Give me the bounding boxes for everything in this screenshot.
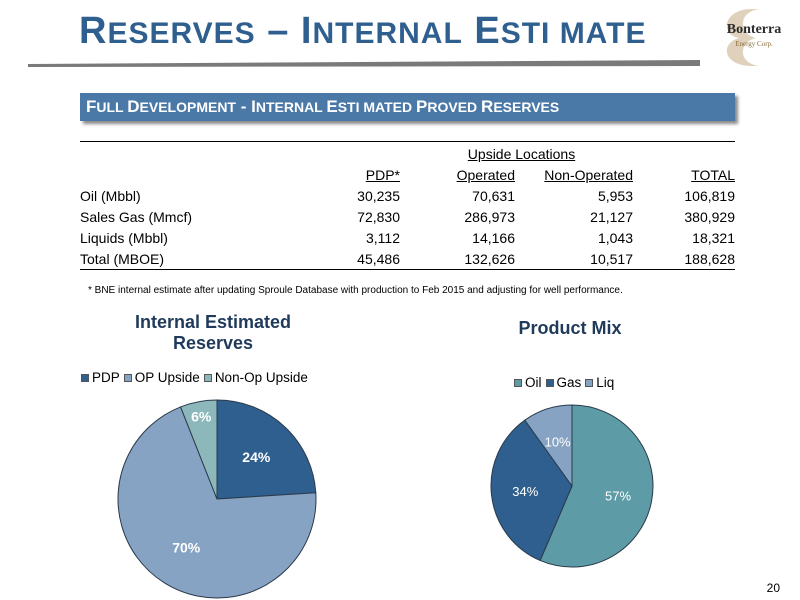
column-header-non-operated: Non-Operated	[544, 167, 633, 183]
legend-product-mix: Oil Gas Liq	[514, 375, 618, 390]
title-text-part: – I	[255, 10, 313, 52]
pie-slice-pdp	[216, 399, 317, 500]
legend-reserves: PDP OP Upside Non-Op Upside	[81, 370, 312, 385]
title-underline	[28, 60, 700, 67]
legend-swatch	[514, 378, 522, 387]
chart-title-product-mix: Product Mix	[518, 318, 622, 338]
banner-text-part: P	[416, 97, 428, 116]
legend-swatch	[81, 373, 89, 382]
pie-chart-product-mix: 57% 34% 10%	[490, 404, 654, 568]
column-header-operated: Operated	[456, 167, 515, 183]
pie-slice-non-op-upside	[179, 399, 218, 500]
chart-title-reserves: Internal Estimated Reserves	[134, 312, 292, 353]
banner-text-part: ESERVES	[493, 99, 560, 115]
banner-text-part: F	[86, 97, 97, 116]
title-text-part: E	[462, 10, 501, 52]
pie-slice-op-upside	[117, 406, 317, 599]
pie-label: 10%	[545, 434, 571, 449]
legend-item: Oil	[514, 375, 542, 390]
legend-item: Gas	[545, 375, 582, 390]
banner-text-part: EVELOPMENT	[139, 99, 236, 115]
reserves-table: Upside Locations PDP* Operated Non-Opera…	[80, 141, 735, 270]
section-banner: FULL DEVELOPMENT - INTERNAL ESTI MATED P…	[80, 93, 735, 121]
title-text-part: ESERVES	[107, 17, 256, 50]
legend-label: Oil	[525, 375, 542, 390]
table-row: Liquids (Mbbl) 3,112 14,166 1,043 18,321	[80, 230, 735, 246]
company-logo: Bonterra Energy Corp.	[727, 9, 781, 66]
legend-label: OP Upside	[134, 370, 200, 385]
table-header-row: PDP* Operated Non-Operated TOTAL	[80, 165, 735, 186]
banner-text-part: ULL	[96, 99, 128, 115]
upside-locations-header: Upside Locations	[467, 146, 576, 162]
pie-slice-gas	[490, 419, 573, 562]
column-header-total: TOTAL	[691, 167, 735, 183]
pie-label: 57%	[605, 488, 631, 503]
slide-title: RESERVES – INTERNAL ESTI MATE	[79, 10, 646, 60]
banner-text-part: STI MATED	[337, 99, 417, 115]
legend-label: PDP	[92, 370, 120, 385]
table-row-total: Total (MBOE) 45,486 132,626 10,517 188,628	[80, 248, 735, 270]
page-number: 20	[766, 581, 780, 595]
banner-text-part: NTERNAL	[255, 99, 327, 115]
banner-text-part: D	[127, 97, 140, 116]
title-text-part: STI MATE	[500, 17, 647, 50]
table-row: Oil (Mbbl) 30,235 70,631 5,953 106,819	[80, 188, 735, 204]
legend-swatch	[545, 378, 554, 387]
legend-item: Liq	[585, 375, 614, 390]
legend-label: Non-Op Upside	[214, 370, 308, 385]
pie-label: 70%	[172, 539, 201, 555]
legend-item: OP Upside	[123, 370, 200, 385]
legend-label: Gas	[556, 375, 582, 390]
legend-swatch	[123, 373, 132, 382]
banner-text-part: E	[326, 97, 338, 116]
legend-item: PDP	[81, 370, 120, 385]
banner-text-part: - I	[236, 97, 256, 116]
banner-text-part: R	[481, 97, 494, 116]
logo-text: Bonterra	[727, 22, 781, 37]
pie-slice-liq	[524, 404, 573, 488]
legend-label: Liq	[596, 375, 615, 390]
column-header-pdp: PDP*	[365, 167, 400, 183]
table-row: Sales Gas (Mmcf) 72,830 286,973 21,127 380,9…	[80, 209, 735, 225]
pie-label: 6%	[191, 408, 212, 424]
logo-subtext: Energy Corp.	[735, 40, 773, 48]
pie-label: 24%	[242, 449, 271, 465]
title-text-part: NTERNAL	[312, 17, 463, 50]
pie-chart-reserves: 24% 70% 6%	[117, 399, 317, 599]
legend-swatch	[203, 373, 212, 382]
banner-text-part: ROVED	[427, 99, 482, 115]
table-footnote: * BNE internal estimate after updating S…	[88, 285, 623, 296]
legend-swatch	[585, 378, 594, 387]
legend-item: Non-Op Upside	[203, 370, 308, 385]
pie-label: 34%	[512, 484, 538, 499]
pie-slice-oil	[539, 404, 654, 568]
title-text-part: R	[79, 10, 108, 52]
